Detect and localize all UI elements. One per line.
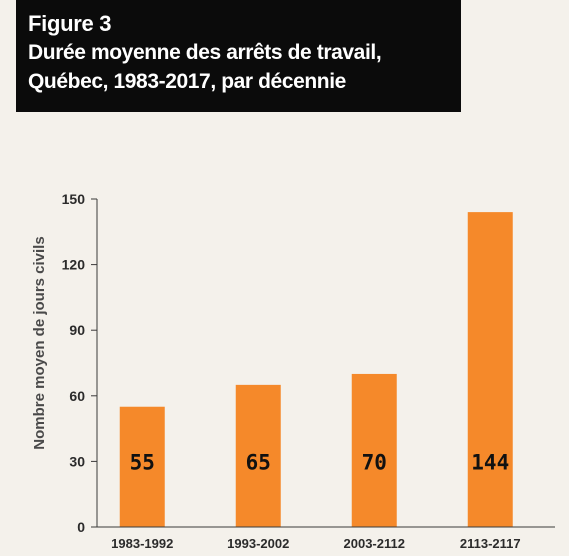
y-tick-label: 150	[62, 191, 86, 207]
x-axis: 1983-1992 1993-2002 2003-2112 2113-2117	[97, 526, 555, 551]
bar	[351, 373, 397, 527]
x-category-label: 1993-2002	[227, 536, 289, 551]
bar	[467, 212, 513, 527]
chart-title-line-1: Durée moyenne des arrêts de travail,	[28, 41, 382, 64]
x-category-label: 1983-1992	[111, 536, 173, 551]
bar	[235, 384, 281, 527]
x-category-label: 2113-2117	[460, 536, 521, 551]
y-axis-title: Nombre moyen de jours civils	[31, 236, 48, 449]
y-tick-label: 60	[69, 388, 85, 404]
y-tick-label: 0	[77, 519, 85, 535]
y-tick-label: 30	[69, 453, 85, 469]
bars: 55 65 70 144	[119, 212, 513, 527]
bar-value-label: 55	[130, 450, 155, 474]
y-tick-label: 120	[62, 257, 86, 273]
bar-value-label: 70	[362, 450, 387, 474]
bar-value-label: 65	[246, 450, 271, 474]
chart-title-box: Figure 3 Durée moyenne des arrêts de tra…	[16, 0, 461, 112]
y-tick-label: 90	[69, 322, 85, 338]
y-axis: 0 30 60 90 120 150	[62, 191, 98, 535]
chart-title-line-2: Québec, 1983-2017, par décennie	[28, 70, 346, 93]
x-category-label: 2003-2112	[344, 536, 405, 551]
bar-value-label: 144	[471, 450, 509, 474]
figure-label: Figure 3	[28, 11, 112, 36]
bar	[119, 406, 165, 527]
